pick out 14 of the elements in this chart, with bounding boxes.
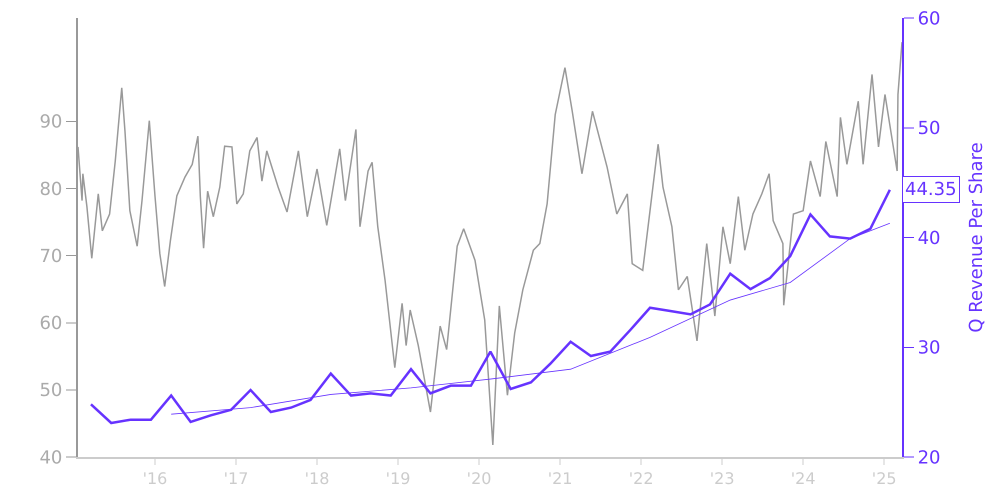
y2-tick-label: 50 xyxy=(918,118,941,140)
line-series xyxy=(90,188,892,424)
y-tick-label: 60 xyxy=(39,313,62,334)
y-tick-label: 50 xyxy=(39,380,62,402)
y2-axis-title: Q Revenue Per Share xyxy=(966,142,988,333)
y-tick-label: 80 xyxy=(39,178,62,200)
y-tick-label: 90 xyxy=(39,112,62,133)
y2-tick-label: 60 xyxy=(918,8,941,30)
y-tick-label: 40 xyxy=(39,447,62,468)
y2-tick-label: 40 xyxy=(918,228,941,249)
y-tick-label: 70 xyxy=(39,246,62,267)
data-label: 44.35 xyxy=(905,179,957,200)
y2-tick-label: 20 xyxy=(918,447,941,468)
y2-tick-label: 30 xyxy=(918,338,941,359)
